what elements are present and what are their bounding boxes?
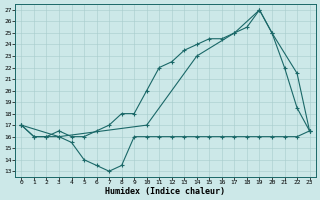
X-axis label: Humidex (Indice chaleur): Humidex (Indice chaleur) [106, 187, 226, 196]
